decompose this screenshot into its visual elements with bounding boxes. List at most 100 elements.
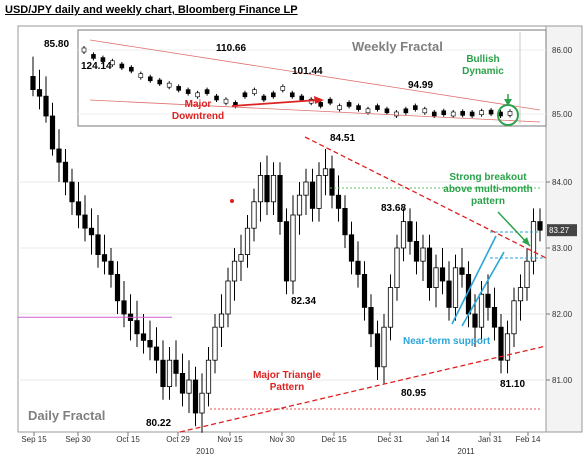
- candle-up: [511, 300, 517, 335]
- candle-up: [218, 313, 225, 328]
- candle-up: [257, 174, 264, 203]
- candle-down: [153, 346, 160, 361]
- weekly-candle-body: [138, 73, 144, 78]
- x-tick-label: Feb 14: [516, 435, 541, 444]
- candle-down: [329, 168, 335, 196]
- candle-down: [264, 174, 270, 203]
- weekly-inset: 86.00 85.00: [78, 32, 573, 126]
- candle-up: [433, 267, 439, 288]
- weekly-candle-body: [299, 95, 305, 101]
- candle-down: [277, 174, 283, 222]
- weekly-candle-body: [204, 89, 210, 94]
- weekly-candle-body: [375, 105, 380, 110]
- candle-down: [82, 214, 88, 229]
- candle-down: [95, 234, 101, 256]
- breakout-label: above multi-month: [443, 184, 532, 195]
- weekly-candle-body: [479, 110, 484, 116]
- candle-down: [439, 267, 446, 282]
- inset-y-tick-label: 85.00: [552, 110, 573, 119]
- support-line: [451, 235, 497, 325]
- price-label: 85.80: [44, 39, 69, 50]
- y-tick-label: 81.00: [552, 376, 573, 385]
- candle-down: [491, 306, 498, 328]
- lower-triangle-line: [179, 345, 547, 433]
- weekly-candle-body: [469, 111, 475, 117]
- weekly-candle-body: [110, 60, 115, 66]
- weekly-candle-body: [318, 102, 323, 107]
- inset-trend-upper: [89, 39, 541, 111]
- inset-price-label: 94.99: [408, 80, 433, 91]
- candle-up: [381, 326, 387, 368]
- daily-fractal-label: Daily Fractal: [28, 408, 105, 423]
- candle-up: [394, 247, 400, 288]
- candle-down: [147, 339, 153, 348]
- breakout-label: Strong breakout: [449, 172, 527, 183]
- weekly-candle-body: [337, 105, 342, 110]
- x-tick-label: Oct 15: [116, 435, 140, 444]
- candle-up: [231, 260, 238, 282]
- x-tick-label: Nov 30: [269, 435, 295, 444]
- candle-down: [426, 247, 433, 288]
- candle-down: [407, 221, 413, 242]
- candle-down: [192, 379, 199, 414]
- weekly-candle-body: [394, 111, 399, 117]
- daily-candles: [30, 56, 543, 433]
- bullish-label: Bullish: [466, 54, 499, 65]
- breakout-arrow-head: [522, 237, 530, 246]
- candle-down: [472, 313, 478, 328]
- weekly-inset-frame: [77, 29, 547, 127]
- bullish-label: Dynamic: [462, 66, 504, 77]
- candle-down: [69, 181, 75, 203]
- weekly-candle-body: [195, 92, 200, 98]
- weekly-candle-body: [223, 98, 229, 104]
- x-tick-label: Jan 31: [478, 435, 503, 444]
- price-label: 82.34: [291, 296, 316, 307]
- candle-up: [186, 379, 192, 394]
- weekly-candle-body: [271, 92, 276, 98]
- candle-down: [459, 267, 465, 275]
- price-label: 80.22: [146, 418, 171, 429]
- candle-down: [121, 300, 127, 315]
- candle-up: [524, 260, 530, 289]
- candle-down: [88, 227, 95, 236]
- candle-up: [225, 280, 231, 315]
- weekly-candle-body: [488, 109, 494, 115]
- price-label: 81.10: [500, 379, 525, 390]
- chart-title: USD/JPY daily and weekly chart, Bloomber…: [5, 4, 298, 16]
- upper-triangle-line: [304, 136, 547, 259]
- price-label: 83.68: [381, 203, 406, 214]
- candle-up: [387, 287, 394, 328]
- candle-down: [160, 359, 166, 388]
- inset-price-label: 101.44: [292, 66, 323, 77]
- downtrend-label: Major: [185, 99, 212, 110]
- candle-up: [478, 293, 485, 328]
- year-label: 2011: [457, 447, 475, 456]
- weekly-candle-body: [147, 76, 153, 82]
- candle-up: [530, 221, 537, 262]
- candle-down: [36, 89, 43, 97]
- candle-down: [342, 207, 348, 236]
- y-tick-label: 83.00: [552, 244, 573, 253]
- candle-up: [244, 227, 251, 255]
- candle-up: [212, 326, 218, 361]
- candle-up: [290, 214, 296, 282]
- weekly-candle-body: [356, 105, 361, 110]
- price-label: 80.95: [401, 388, 426, 399]
- candle-down: [43, 95, 49, 117]
- downtrend-label: Downtrend: [172, 111, 224, 122]
- y-tick-label: 84.00: [552, 178, 573, 187]
- candle-down: [283, 221, 290, 282]
- y-tick-label: 82.00: [552, 310, 573, 319]
- candle-down: [368, 306, 374, 335]
- weekly-candle-body: [431, 111, 437, 117]
- candle-up: [251, 201, 257, 229]
- weekly-candle-body: [214, 95, 219, 101]
- candle-down: [335, 194, 342, 209]
- x-tick-label: Dec 15: [321, 435, 347, 444]
- candle-down: [56, 148, 62, 163]
- candle-up: [199, 392, 205, 414]
- weekly-candle-body: [119, 63, 125, 69]
- candle-down: [173, 359, 179, 374]
- weekly-candle-body: [507, 111, 513, 116]
